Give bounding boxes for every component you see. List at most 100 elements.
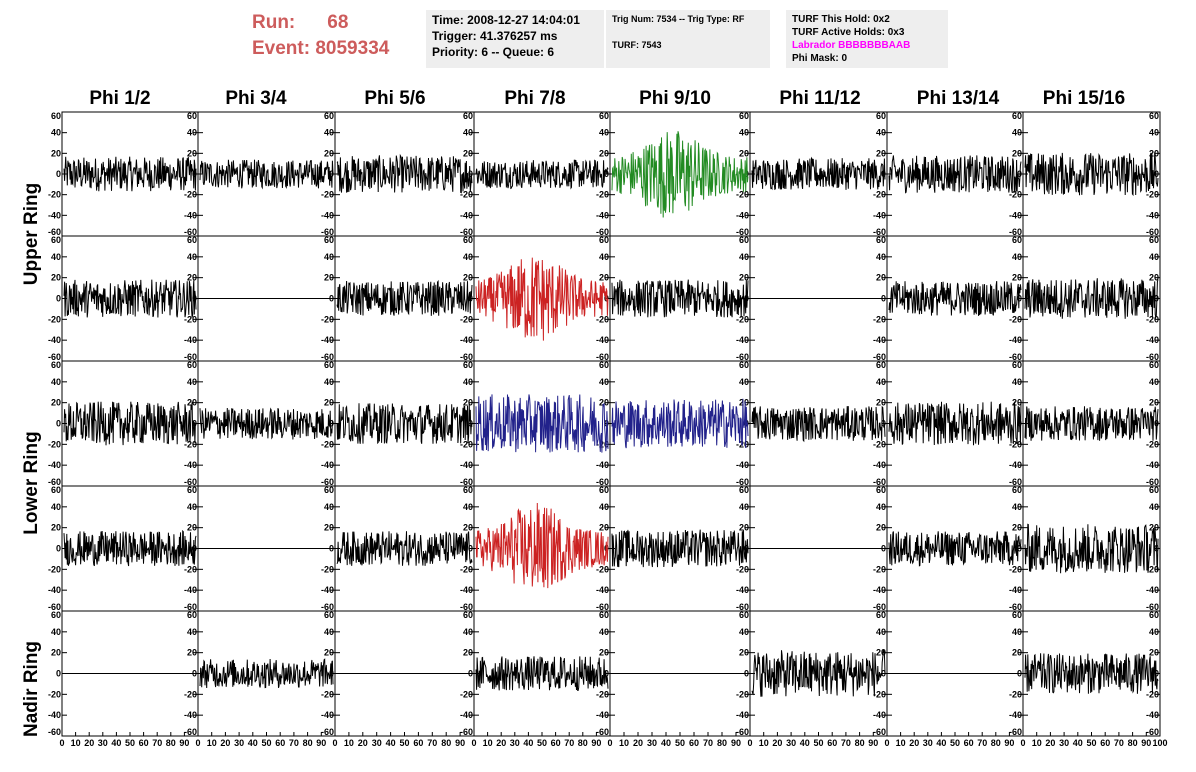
y-tick-label: 40 <box>1149 627 1159 637</box>
y-tick-label: 60 <box>51 485 61 495</box>
x-tick-label: 40 <box>523 738 533 748</box>
waveform-panel <box>609 485 751 612</box>
waveform-trace <box>888 155 1022 194</box>
y-tick-label: -20 <box>736 689 749 699</box>
y-tick-label: 40 <box>187 252 197 262</box>
y-tick-label: 40 <box>324 377 334 387</box>
x-tick-label: 50 <box>675 738 685 748</box>
y-tick-label: -40 <box>1009 710 1022 720</box>
y-tick-label: 20 <box>51 523 61 533</box>
y-tick-label: 0 <box>468 169 473 179</box>
x-tick-label: 60 <box>964 738 974 748</box>
y-tick-label: -40 <box>1009 460 1022 470</box>
y-tick-label: -60 <box>873 352 886 362</box>
y-tick-label: 40 <box>51 252 61 262</box>
run-label: Run: <box>252 12 296 33</box>
y-tick-label: 40 <box>876 627 886 637</box>
y-tick-label: -40 <box>873 710 886 720</box>
x-tick-label: 0 <box>1020 738 1025 748</box>
y-tick-label: 40 <box>51 377 61 387</box>
y-tick-label: 20 <box>599 523 609 533</box>
column-header-phi-5-6: Phi 5/6 <box>364 88 426 109</box>
waveform-trace <box>888 401 1022 446</box>
y-tick-label: 60 <box>51 610 61 620</box>
y-tick-label: 20 <box>51 148 61 158</box>
y-tick-label: -60 <box>873 477 886 487</box>
y-tick-label: 40 <box>1149 377 1159 387</box>
y-tick-label: -40 <box>460 335 473 345</box>
y-tick-label: 60 <box>51 235 61 245</box>
waveform-trace <box>1024 152 1159 197</box>
y-tick-label: 20 <box>599 398 609 408</box>
y-tick-label: -40 <box>321 460 334 470</box>
y-tick-label: -20 <box>1009 190 1022 200</box>
y-tick-label: 0 <box>604 669 609 679</box>
y-tick-label: 60 <box>1149 360 1159 370</box>
y-tick-label: -20 <box>873 439 886 449</box>
y-tick-label: -40 <box>460 460 473 470</box>
y-tick-label: 0 <box>56 544 61 554</box>
y-tick-label: -40 <box>321 210 334 220</box>
y-tick-label: 40 <box>739 252 749 262</box>
x-tick-label: 10 <box>483 738 493 748</box>
x-tick-label: 0 <box>332 738 337 748</box>
x-tick-label: 50 <box>261 738 271 748</box>
y-tick-label: -40 <box>1009 335 1022 345</box>
y-tick-label: 60 <box>599 235 609 245</box>
y-tick-label: 60 <box>1012 111 1022 121</box>
y-tick-label: 20 <box>187 523 197 533</box>
y-tick-label: -20 <box>460 314 473 324</box>
y-tick-label: -40 <box>596 710 609 720</box>
y-tick-label: 60 <box>599 485 609 495</box>
waveform-trace <box>336 531 473 566</box>
y-tick-label: 40 <box>187 627 197 637</box>
y-tick-label: -20 <box>1146 314 1159 324</box>
y-tick-label: -60 <box>1009 227 1022 237</box>
y-tick-label: -60 <box>596 352 609 362</box>
y-tick-label: 20 <box>1149 398 1159 408</box>
y-tick-label: -40 <box>48 585 61 595</box>
y-tick-label: 60 <box>324 111 334 121</box>
y-tick-label: 0 <box>1017 544 1022 554</box>
x-tick-label: 90 <box>179 738 189 748</box>
y-tick-label: 40 <box>324 252 334 262</box>
y-tick-label: 20 <box>324 648 334 658</box>
y-tick-label: -40 <box>736 460 749 470</box>
waveform-trace <box>475 502 609 589</box>
x-tick-label: 50 <box>125 738 135 748</box>
x-tick-label: 10 <box>759 738 769 748</box>
waveform-trace <box>611 279 749 318</box>
y-tick-label: 40 <box>876 502 886 512</box>
x-tick-label: 90 <box>731 738 741 748</box>
x-tick-label: 80 <box>441 738 451 748</box>
turf-text: TURF: 7543 <box>612 40 662 50</box>
y-tick-label: -60 <box>1146 727 1159 737</box>
y-tick-label: -20 <box>321 689 334 699</box>
y-tick-label: -60 <box>184 477 197 487</box>
y-tick-label: -20 <box>1009 689 1022 699</box>
y-tick-label: 40 <box>51 128 61 138</box>
y-tick-label: 20 <box>1012 398 1022 408</box>
y-tick-label: -60 <box>48 352 61 362</box>
y-tick-label: -20 <box>736 190 749 200</box>
y-tick-label: 40 <box>1149 128 1159 138</box>
column-header-phi-7-8: Phi 7/8 <box>504 88 566 109</box>
y-tick-label: 60 <box>187 111 197 121</box>
y-tick-label: -60 <box>873 727 886 737</box>
y-tick-label: -40 <box>1009 210 1022 220</box>
x-tick-label: 80 <box>303 738 313 748</box>
y-tick-label: 60 <box>739 360 749 370</box>
y-tick-label: 0 <box>468 544 473 554</box>
y-tick-label: -60 <box>1146 352 1159 362</box>
y-tick-label: -20 <box>736 314 749 324</box>
column-header-phi-9-10: Phi 9/10 <box>639 88 711 109</box>
y-tick-label: 20 <box>324 148 334 158</box>
x-tick-label: 70 <box>152 738 162 748</box>
y-tick-label: 0 <box>329 169 334 179</box>
y-tick-label: -60 <box>184 352 197 362</box>
y-tick-label: -40 <box>736 335 749 345</box>
x-tick-label: 50 <box>950 738 960 748</box>
phi-mask-text: Phi Mask: 0 <box>792 53 848 64</box>
y-tick-label: -40 <box>596 460 609 470</box>
y-tick-label: -20 <box>873 564 886 574</box>
